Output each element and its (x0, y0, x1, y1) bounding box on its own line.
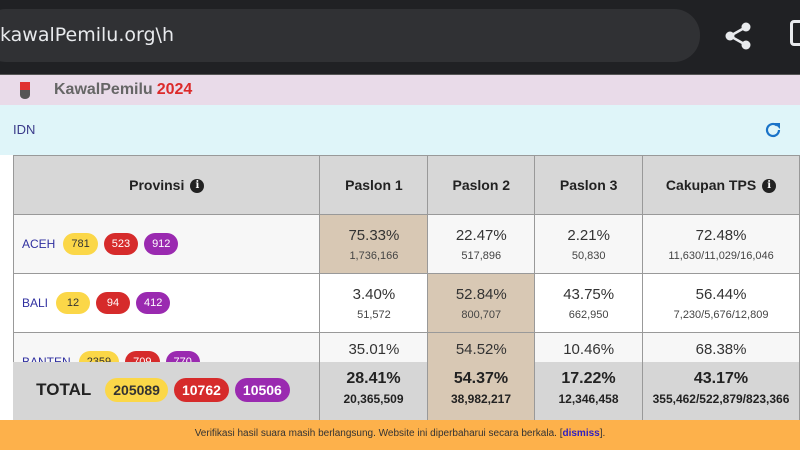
paslon-2-pct: 54.52% (455, 341, 507, 358)
tabs-icon[interactable] (790, 20, 800, 46)
table-row: BALI 12 94 412 3.40% 51,572 52.84% 800,707 43… (12, 273, 800, 333)
brand[interactable]: KawalPemilu 2024 (54, 81, 192, 99)
province-link[interactable]: BALI (22, 296, 49, 310)
coverage-counts: 7,230/5,676/12,809 (673, 308, 769, 321)
coverage-pct: 68.38% (695, 341, 747, 358)
paslon-3-votes: 662,950 (568, 308, 609, 321)
total-badge-yellow[interactable]: 205089 (105, 378, 168, 402)
total-badge-red[interactable]: 10762 (173, 378, 229, 402)
badge-purple[interactable]: 912 (144, 233, 179, 255)
refresh-icon[interactable] (763, 120, 783, 140)
total-paslon-1-pct: 28.41% (346, 370, 401, 387)
paslon-1-votes: 51,572 (357, 308, 391, 321)
total-paslon-2-votes: 38,982,217 (450, 392, 512, 406)
coverage-pct: 56.44% (695, 285, 747, 303)
paslon-3-pct: 10.46% (563, 341, 615, 358)
coverage-pct: 72.48% (695, 226, 747, 244)
breadcrumb-bar: IDN (0, 105, 800, 155)
info-icon[interactable]: i (190, 179, 205, 194)
banner-end: ]. (599, 428, 606, 439)
table-row: ACEH 781 523 912 75.33% 1,736,166 22.47% 517,… (12, 214, 800, 274)
badge-red[interactable]: 94 (96, 292, 131, 314)
paslon-3-pct: 43.75% (563, 285, 615, 303)
header-paslon-1[interactable]: Paslon 1 (319, 155, 429, 215)
share-icon[interactable] (722, 20, 754, 52)
paslon-1-pct: 35.01% (348, 341, 400, 358)
paslon-2-votes: 517,896 (461, 249, 502, 262)
total-row: TOTAL 205089 10762 10506 28.41% 20,365,509 5… (13, 362, 800, 420)
badge-red[interactable]: 523 (103, 233, 139, 255)
total-badge-purple[interactable]: 10506 (234, 378, 290, 402)
browser-toolbar: kawalPemilu.org\h (0, 0, 800, 74)
brand-name: KawalPemilu (54, 81, 153, 98)
paslon-2-pct: 52.84% (455, 285, 507, 303)
paslon-1-pct: 3.40% (352, 285, 396, 303)
dismiss-link[interactable]: dismiss (562, 428, 600, 439)
paslon-3-pct: 2.21% (567, 226, 610, 244)
total-label: TOTAL (36, 380, 92, 399)
paslon-1-pct: 75.33% (348, 226, 400, 244)
badge-purple[interactable]: 412 (136, 292, 171, 314)
coverage-counts: 11,630/11,029/16,046 (668, 249, 774, 262)
breadcrumb[interactable]: IDN (13, 122, 36, 137)
header-cakupan-tps[interactable]: Cakupan TPS i (642, 155, 800, 215)
paslon-2-pct: 22.47% (455, 226, 507, 244)
address-bar[interactable]: kawalPemilu.org\h (0, 9, 700, 62)
banner-text: Verifikasi hasil suara masih berlangsung… (194, 428, 563, 439)
header-paslon-3[interactable]: Paslon 3 (534, 155, 644, 215)
results-table: Provinsi i Paslon 1 Paslon 2 Paslon 3 Cak… (12, 155, 800, 392)
notice-banner: Verifikasi hasil suara masih berlangsung… (0, 420, 800, 450)
header-paslon-2[interactable]: Paslon 2 (427, 155, 536, 215)
province-link[interactable]: ACEH (22, 237, 56, 251)
total-paslon-3-pct: 17.22% (561, 370, 616, 387)
badge-yellow[interactable]: 781 (63, 233, 98, 255)
app-header: KawalPemilu 2024 (0, 74, 800, 105)
total-paslon-2-pct: 54.37% (453, 370, 509, 387)
total-coverage-counts: 355,462/522,879/823,366 (652, 392, 790, 406)
logo-icon (20, 82, 30, 99)
info-icon[interactable]: i (762, 179, 777, 194)
paslon-3-votes: 50,830 (571, 249, 606, 262)
total-paslon-3-votes: 12,346,458 (558, 392, 619, 406)
paslon-2-votes: 800,707 (461, 308, 502, 321)
brand-year: 2024 (156, 81, 193, 98)
header-provinsi[interactable]: Provinsi i (12, 155, 321, 215)
total-coverage-pct: 43.17% (693, 370, 749, 387)
badge-yellow[interactable]: 12 (56, 292, 91, 314)
paslon-1-votes: 1,736,166 (349, 249, 399, 262)
total-paslon-1-votes: 20,365,509 (343, 392, 404, 406)
